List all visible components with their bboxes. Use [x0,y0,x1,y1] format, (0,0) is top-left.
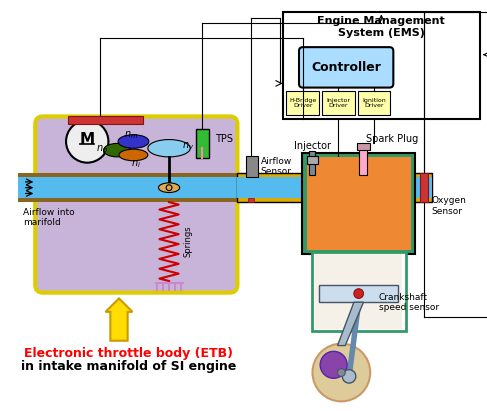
Text: TPS: TPS [215,134,233,143]
Text: H-Bridge
Driver: H-Bridge Driver [289,97,317,109]
Ellipse shape [148,140,190,157]
Text: $n_p$: $n_p$ [95,144,108,156]
Ellipse shape [118,135,149,148]
Circle shape [166,185,172,191]
Bar [359,144,367,175]
Bar [18,173,432,202]
Text: Airflow
Sensor: Airflow Sensor [261,157,292,176]
Bar [358,91,391,115]
Text: System (EMS): System (EMS) [338,28,425,38]
Bar [282,12,480,119]
Bar [68,116,143,124]
Bar [307,157,411,250]
Text: Ignition
Driver: Ignition Driver [362,97,386,109]
Bar [316,254,402,329]
Bar [357,143,370,150]
Text: Airflow into
marifold: Airflow into marifold [23,208,75,227]
Text: M: M [80,132,95,147]
FancyBboxPatch shape [299,47,393,88]
Circle shape [313,344,370,402]
Text: Electronic throttle body (ETB): Electronic throttle body (ETB) [24,347,233,360]
Bar [309,151,316,175]
Circle shape [342,369,356,383]
Bar [319,285,398,302]
Bar [420,173,428,202]
Circle shape [320,351,347,378]
Polygon shape [337,302,363,346]
Bar [307,156,318,164]
Ellipse shape [158,183,180,192]
Circle shape [66,120,109,163]
Bar [312,252,406,331]
Ellipse shape [119,149,148,161]
Circle shape [337,369,345,376]
Bar [196,129,208,158]
Circle shape [354,289,363,298]
Bar [18,177,432,198]
Text: Injector: Injector [294,141,331,151]
FancyBboxPatch shape [35,116,237,293]
Bar [322,91,355,115]
Text: Oxygen
Sensor: Oxygen Sensor [432,196,467,216]
Text: Engine Management: Engine Management [318,16,445,26]
FancyArrow shape [106,298,132,341]
Text: $n_m$: $n_m$ [124,129,139,141]
Bar [302,153,415,254]
Text: Spark Plug: Spark Plug [366,134,419,143]
Ellipse shape [104,143,131,157]
Text: Injector
Driver: Injector Driver [326,97,351,109]
Text: $n_i$: $n_i$ [131,158,141,169]
Text: Controller: Controller [311,61,381,74]
Text: in intake manifold of SI engine: in intake manifold of SI engine [21,360,236,373]
Text: Crankshaft
speed sensor: Crankshaft speed sensor [379,293,439,312]
Bar [237,173,432,202]
Text: Springs: Springs [184,226,193,257]
Text: $n_v$: $n_v$ [182,141,194,152]
Bar [248,198,254,202]
Bar [246,156,258,177]
Bar [286,91,319,115]
Bar [237,177,432,198]
